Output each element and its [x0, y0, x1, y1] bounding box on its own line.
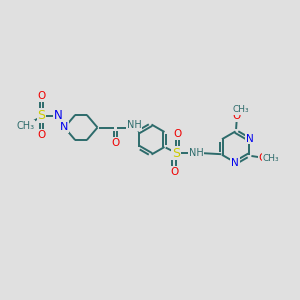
Text: N: N: [60, 122, 68, 132]
Text: O: O: [37, 91, 46, 101]
Text: O: O: [170, 167, 178, 177]
Text: O: O: [111, 138, 120, 148]
Text: CH₃: CH₃: [232, 105, 249, 114]
Text: CH₃: CH₃: [16, 121, 34, 131]
Text: NH: NH: [189, 148, 203, 158]
Text: N: N: [231, 158, 239, 168]
Text: S: S: [172, 146, 180, 160]
Text: NH: NH: [127, 120, 142, 130]
Text: O: O: [258, 153, 267, 163]
Text: O: O: [232, 111, 241, 121]
Text: N: N: [246, 134, 254, 144]
Text: S: S: [38, 109, 45, 122]
Text: N: N: [54, 109, 63, 122]
Text: O: O: [174, 129, 182, 139]
Text: CH₃: CH₃: [262, 154, 279, 163]
Text: O: O: [37, 130, 46, 140]
